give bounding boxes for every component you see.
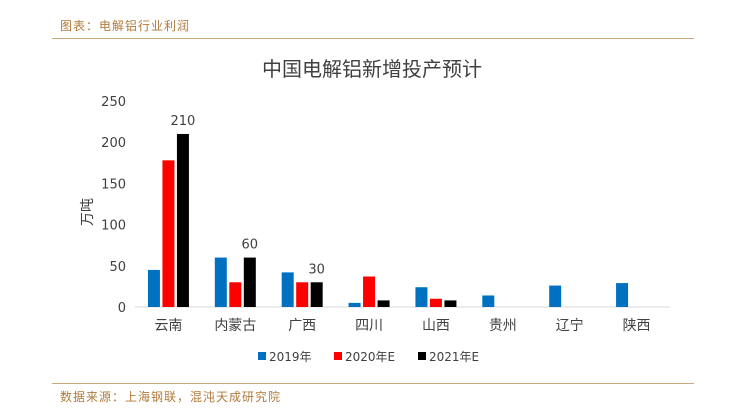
bottom-divider	[52, 383, 694, 384]
x-tick-label: 贵州	[489, 318, 517, 334]
bar-2019年-内蒙古	[214, 257, 227, 307]
x-tick-label: 辽宁	[556, 317, 584, 334]
legend-label: 2021年E	[429, 350, 479, 364]
chart-title: 中国电解铝新增投产预计	[262, 57, 482, 81]
y-axis-label: 万吨	[80, 198, 96, 226]
x-tick-label: 内蒙古	[214, 318, 256, 334]
bar-2020年E-山西	[429, 298, 442, 307]
y-tick-label: 50	[109, 260, 126, 275]
source-note: 数据来源：上海钢联，混沌天成研究院	[60, 390, 282, 404]
data-label: 30	[308, 262, 325, 277]
bar-2019年-贵州	[482, 295, 495, 307]
x-tick-label: 陕西	[623, 318, 651, 334]
bar-2020年E-内蒙古	[229, 282, 242, 307]
bar-2020年E-云南	[162, 160, 175, 307]
bar-2019年-山西	[415, 287, 428, 307]
y-tick-label: 200	[101, 136, 126, 151]
bar-2021年E-云南	[176, 133, 189, 307]
bar-2020年E-四川	[363, 276, 376, 307]
legend-swatch-0	[258, 352, 266, 360]
x-tick-label: 山西	[422, 318, 450, 334]
y-tick-label: 250	[101, 95, 126, 110]
figure-caption: 图表：电解铝行业利润	[60, 19, 191, 33]
bar-2020年E-广西	[296, 282, 309, 307]
bar-2019年-辽宁	[549, 285, 562, 307]
y-tick-label: 100	[101, 219, 126, 234]
legend-label: 2020年E	[345, 350, 395, 364]
legend-swatch-1	[334, 352, 342, 360]
bar-2019年-广西	[281, 272, 294, 307]
data-label: 60	[242, 238, 259, 253]
bar-2021年E-内蒙古	[243, 257, 256, 307]
bar-2021年E-广西	[310, 282, 323, 307]
data-label: 210	[171, 114, 196, 129]
legend-swatch-2	[418, 352, 426, 360]
x-tick-label: 广西	[288, 318, 316, 334]
legend-label: 2019年	[269, 350, 312, 364]
y-tick-label: 150	[101, 177, 126, 192]
bar-2019年-云南	[147, 269, 160, 307]
bar-2021年E-四川	[377, 300, 390, 307]
top-divider	[52, 38, 694, 39]
x-tick-label: 四川	[355, 318, 383, 334]
y-tick-label: 0	[118, 301, 126, 316]
bar-2019年-陕西	[616, 283, 629, 307]
x-tick-label: 云南	[154, 318, 182, 334]
bar-2021年E-山西	[444, 300, 457, 307]
bar-2019年-四川	[348, 302, 361, 307]
